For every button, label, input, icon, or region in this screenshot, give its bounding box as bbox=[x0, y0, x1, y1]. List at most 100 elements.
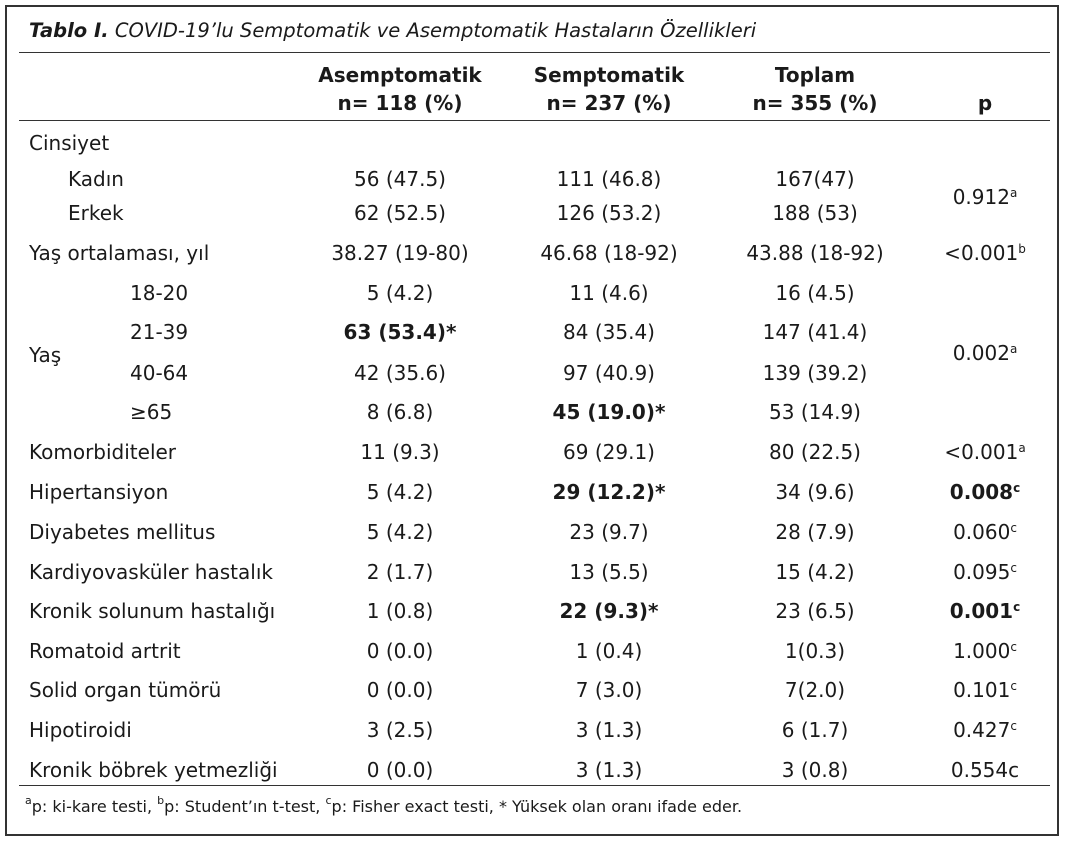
cell-komorbid-asemp: 11 (9.3) bbox=[360, 440, 440, 464]
p-superscript: c bbox=[1010, 521, 1017, 535]
row-label-solid: Solid organ tümörü bbox=[29, 678, 222, 702]
rule-bottom bbox=[19, 785, 1050, 786]
cell-solid-p: 0.101c bbox=[953, 678, 1017, 702]
row-label-40-64: 40-64 bbox=[130, 361, 189, 385]
header-total-name: Toplam bbox=[774, 63, 856, 87]
p-value: 0.002 bbox=[952, 341, 1010, 365]
footnote-sup-a: a bbox=[25, 794, 32, 807]
cell-kardiyo-asemp: 2 (1.7) bbox=[366, 560, 434, 584]
cell-erkek-total: 188 (53) bbox=[772, 201, 858, 225]
header-asemptomatik: Asemptomatik n= 118 (%) bbox=[300, 61, 500, 117]
cell-hipertansiyon-p: 0.008c bbox=[950, 480, 1020, 504]
p-value: 0.912 bbox=[952, 185, 1010, 209]
row-label-komorbid: Komorbiditeler bbox=[29, 440, 177, 464]
rule-top bbox=[19, 52, 1050, 53]
header-asemp-n: n= 118 (%) bbox=[337, 91, 463, 115]
row-label-bobrek: Kronik böbrek yetmezliği bbox=[29, 758, 278, 782]
cell-kardiyo-semp: 13 (5.5) bbox=[569, 560, 649, 584]
header-total-n: n= 355 (%) bbox=[752, 91, 878, 115]
cell-hipotiroidi-p: 0.427c bbox=[953, 718, 1017, 742]
row-label-yas: Yaş bbox=[29, 343, 62, 367]
footnote-sup-b: b bbox=[157, 794, 165, 807]
cell-bobrek-semp: 3 (1.3) bbox=[575, 758, 643, 782]
cell-erkek-semp: 126 (53.2) bbox=[556, 201, 662, 225]
footnote-sup-c: c bbox=[325, 794, 332, 807]
row-label-romatoid: Romatoid artrit bbox=[29, 639, 181, 663]
header-semp-n: n= 237 (%) bbox=[546, 91, 672, 115]
cell-65-semp: 45 (19.0)* bbox=[552, 400, 666, 424]
cell-hipertansiyon-total: 34 (9.6) bbox=[775, 480, 855, 504]
cell-18-20-total: 16 (4.5) bbox=[775, 281, 855, 305]
p-superscript: c bbox=[1013, 481, 1021, 495]
cell-kronik-solunum-p: 0.001c bbox=[950, 599, 1020, 623]
cell-komorbid-p: <0.001a bbox=[944, 440, 1025, 464]
cell-komorbid-semp: 69 (29.1) bbox=[563, 440, 655, 464]
p-value: 0.427 bbox=[953, 718, 1011, 742]
table-frame bbox=[5, 5, 1059, 836]
cell-40-64-semp: 97 (40.9) bbox=[563, 361, 655, 385]
cell-diyabet-semp: 23 (9.7) bbox=[569, 520, 649, 544]
cell-21-39-total: 147 (41.4) bbox=[762, 320, 868, 344]
p-superscript: c bbox=[1010, 679, 1017, 693]
cell-kronik-solunum-asemp: 1 (0.8) bbox=[366, 599, 434, 623]
cell-solid-total: 7(2.0) bbox=[784, 678, 846, 702]
cell-kardiyo-p: 0.095c bbox=[953, 560, 1017, 584]
row-label-kadin: Kadın bbox=[68, 167, 124, 191]
cell-bobrek-total: 3 (0.8) bbox=[781, 758, 849, 782]
header-toplam: Toplam n= 355 (%) bbox=[715, 61, 915, 117]
cell-yas-ort-semp: 46.68 (18-92) bbox=[540, 241, 678, 265]
p-value: 1.000 bbox=[953, 639, 1011, 663]
cell-romatoid-total: 1(0.3) bbox=[784, 639, 846, 663]
p-value: <0.001 bbox=[944, 241, 1019, 265]
row-label-kronik-solunum: Kronik solunum hastalığı bbox=[29, 599, 276, 623]
cell-bobrek-asemp: 0 (0.0) bbox=[366, 758, 434, 782]
cell-kronik-solunum-total: 23 (6.5) bbox=[775, 599, 855, 623]
table-label: Tablo I. bbox=[29, 19, 109, 42]
p-value: 0.008 bbox=[949, 480, 1014, 504]
table-footnote: ap: ki-kare testi, bp: Student’ın t-test… bbox=[25, 794, 743, 816]
cell-komorbid-total: 80 (22.5) bbox=[769, 440, 861, 464]
cell-kadin-asemp: 56 (47.5) bbox=[354, 167, 446, 191]
header-asemp-name: Asemptomatik bbox=[318, 63, 482, 87]
cell-diyabet-total: 28 (7.9) bbox=[775, 520, 855, 544]
p-superscript: a bbox=[1018, 441, 1026, 455]
row-label-kardiyo: Kardiyovasküler hastalık bbox=[29, 560, 273, 584]
p-value: 0.101 bbox=[953, 678, 1011, 702]
p-value: <0.001 bbox=[944, 440, 1019, 464]
cell-romatoid-semp: 1 (0.4) bbox=[575, 639, 643, 663]
cell-diyabet-p: 0.060c bbox=[953, 520, 1017, 544]
footnote-text-c: p: Fisher exact testi, * Yüksek olan ora… bbox=[331, 797, 743, 816]
cell-kadin-total: 167(47) bbox=[775, 167, 855, 191]
cell-65-asemp: 8 (6.8) bbox=[366, 400, 434, 424]
p-superscript: b bbox=[1018, 242, 1026, 256]
cell-yas-ort-asemp: 38.27 (19-80) bbox=[331, 241, 469, 265]
p-superscript: c bbox=[1010, 719, 1017, 733]
cell-40-64-total: 139 (39.2) bbox=[762, 361, 868, 385]
row-label-hipertansiyon: Hipertansiyon bbox=[29, 480, 169, 504]
row-label-18-20: 18-20 bbox=[130, 281, 189, 305]
table-caption: COVID-19’lu Semptomatik ve Asemptomatik … bbox=[114, 19, 757, 42]
cell-yas-ort-p: <0.001b bbox=[944, 241, 1026, 265]
cell-hipotiroidi-total: 6 (1.7) bbox=[781, 718, 849, 742]
row-label-yas-ort: Yaş ortalaması, yıl bbox=[29, 241, 210, 265]
p-value: 0.001 bbox=[949, 599, 1014, 623]
footnote-text-b: p: Student’ın t-test, bbox=[164, 797, 326, 816]
cell-erkek-asemp: 62 (52.5) bbox=[354, 201, 446, 225]
cell-18-20-asemp: 5 (4.2) bbox=[366, 281, 434, 305]
cell-solid-semp: 7 (3.0) bbox=[575, 678, 643, 702]
p-superscript: a bbox=[1009, 186, 1018, 200]
footnote-text-a: p: ki-kare testi, bbox=[31, 797, 158, 816]
cell-yas-ort-total: 43.88 (18-92) bbox=[746, 241, 884, 265]
cell-hipertansiyon-semp: 29 (12.2)* bbox=[552, 480, 666, 504]
cell-diyabet-asemp: 5 (4.2) bbox=[366, 520, 434, 544]
cell-romatoid-asemp: 0 (0.0) bbox=[366, 639, 434, 663]
table-title: Tablo I. COVID-19’lu Semptomatik ve Asem… bbox=[29, 19, 756, 42]
cell-hipotiroidi-asemp: 3 (2.5) bbox=[366, 718, 434, 742]
p-value: 0.095 bbox=[953, 560, 1011, 584]
cell-21-39-semp: 84 (35.4) bbox=[563, 320, 655, 344]
p-superscript: a bbox=[1009, 342, 1018, 356]
cell-hipotiroidi-semp: 3 (1.3) bbox=[575, 718, 643, 742]
row-label-diyabet: Diyabetes mellitus bbox=[29, 520, 216, 544]
cell-romatoid-p: 1.000c bbox=[953, 639, 1017, 663]
header-semptomatik: Semptomatik n= 237 (%) bbox=[509, 61, 709, 117]
